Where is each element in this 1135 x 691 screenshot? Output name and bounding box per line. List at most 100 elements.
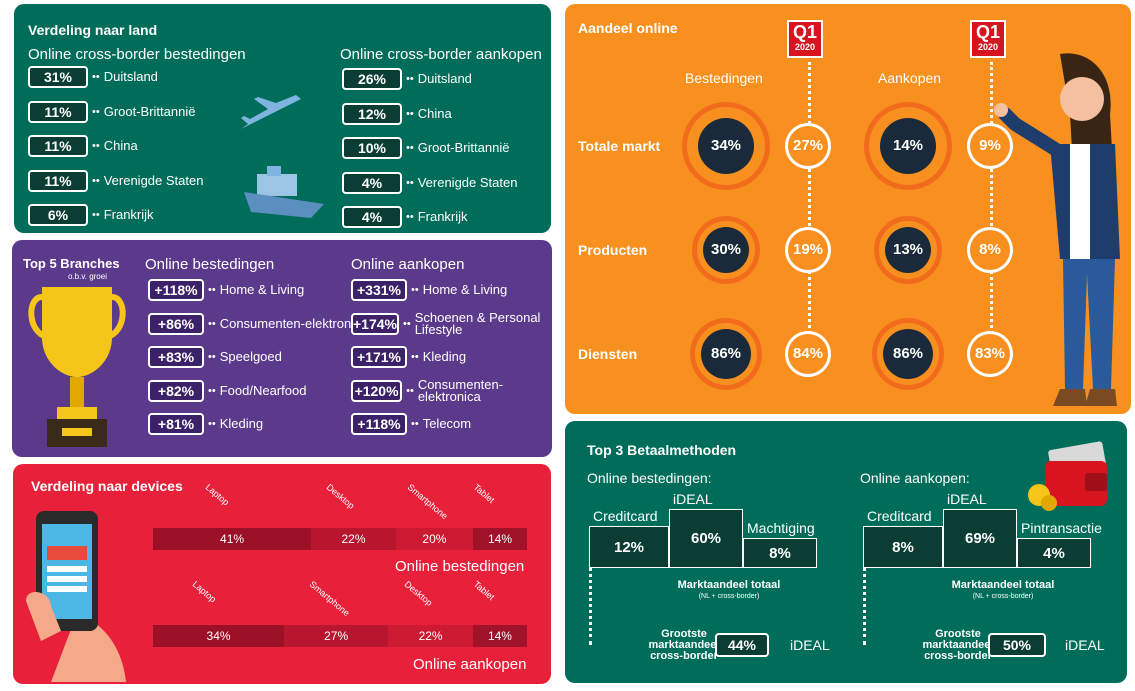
- bar-segment: 27%: [284, 625, 389, 647]
- list-item: +118% •• Home & Living: [148, 279, 304, 301]
- list-item: +120% •• Consumenten-elektronica: [351, 378, 552, 403]
- market-total-right: Marktaandeel totaal: [951, 579, 1055, 591]
- payment-method-label: iDEAL: [673, 491, 713, 507]
- circle-value: 86%: [892, 345, 924, 362]
- dots-connector: ••: [208, 284, 216, 296]
- bar-segment: 14%: [472, 625, 527, 647]
- land-left-header: Online cross-border bestedingen: [28, 46, 246, 63]
- market-total-left: Marktaandeel totaal: [677, 579, 781, 591]
- pay-left-header: Online bestedingen:: [587, 470, 712, 486]
- largest-right-method: iDEAL: [1065, 637, 1105, 653]
- bar-segment: 14%: [473, 528, 527, 550]
- percent-badge: +171%: [351, 346, 407, 368]
- dots-connector: ••: [406, 107, 414, 120]
- device-label: Tablet: [471, 482, 497, 506]
- list-item: +82% •• Food/Nearfood: [148, 379, 306, 402]
- dots-connector: ••: [92, 174, 100, 187]
- q1-fill: [788, 126, 828, 166]
- percent-badge: +83%: [148, 346, 204, 368]
- percent-badge: 31%: [28, 66, 88, 88]
- item-label: Speelgoed: [219, 349, 282, 364]
- percent-badge: +81%: [148, 413, 204, 435]
- list-item: 6% •• Frankrijk: [28, 204, 154, 226]
- list-item: 12% •• China: [342, 102, 452, 125]
- percent-badge: +118%: [351, 413, 407, 435]
- percent-badge: +331%: [351, 279, 407, 301]
- payment-method-label: iDEAL: [947, 491, 987, 507]
- q1-divider-bestedingen: [808, 62, 811, 352]
- bar-segment: 22%: [311, 528, 396, 550]
- q1-text: Q1: [975, 22, 1000, 42]
- stacked-bar: 34% 27% 22% 14%: [153, 625, 527, 647]
- item-label: China: [103, 138, 138, 153]
- q1-badge-bestedingen: Q1 2020: [787, 20, 823, 58]
- percent-badge: 6%: [28, 204, 88, 226]
- online-panel: Aandeel online Q1 2020 Q1 2020 Besteding…: [565, 4, 1131, 414]
- bar-segment: 22%: [388, 625, 473, 647]
- device-label: Desktop: [402, 579, 434, 608]
- payment-bar: 12%: [589, 526, 669, 568]
- q1-fill: [970, 230, 1010, 270]
- bar-segment: 34%: [153, 625, 285, 647]
- land-panel: Verdeling naar land Online cross-border …: [14, 4, 551, 233]
- circle-value: 34%: [710, 137, 742, 154]
- device-label: Laptop: [190, 579, 218, 605]
- q1-fill: [788, 334, 828, 374]
- device-label: Tablet: [471, 579, 497, 603]
- land-title: Verdeling naar land: [28, 22, 158, 38]
- payment-method-label: Pintransactie: [1021, 520, 1102, 536]
- online-title: Aandeel online: [578, 20, 678, 36]
- pay-right-header: Online aankopen:: [860, 470, 970, 486]
- item-label: Home & Living: [219, 282, 305, 297]
- list-item: 10% •• Groot-Brittannië: [342, 137, 509, 159]
- item-label: Home & Living: [422, 282, 508, 297]
- item-label: Frankrijk: [417, 209, 468, 224]
- payment-bar: 4%: [1017, 538, 1091, 568]
- list-item: +331% •• Home & Living: [351, 279, 507, 301]
- pay-left-dotline: [589, 567, 592, 645]
- circle-value: 19%: [792, 241, 824, 258]
- q1-fill: [970, 334, 1010, 374]
- q1-fill: [970, 126, 1010, 166]
- wallet-icon: [1028, 441, 1107, 511]
- pay-panel: Top 3 Betaalmethoden Online bestedingen:…: [565, 421, 1127, 683]
- percent-badge: +86%: [148, 312, 204, 335]
- item-label: Telecom: [422, 416, 472, 431]
- bar-segment: 20%: [395, 528, 473, 550]
- list-item: 4% •• Verenigde Staten: [342, 171, 517, 194]
- circle-value: 8%: [979, 241, 1001, 258]
- item-label: Groot-Brittannië: [417, 140, 510, 155]
- circle-value: 14%: [892, 137, 924, 154]
- circle-value: 27%: [792, 137, 824, 154]
- list-item: 4% •• Frankrijk: [342, 206, 468, 228]
- branches-left-header: Online bestedingen: [145, 256, 275, 273]
- pay-title: Top 3 Betaalmethoden: [587, 442, 737, 458]
- item-label: China: [417, 105, 452, 121]
- device-label: Smartphone: [406, 482, 451, 522]
- item-label: Schoenen & Personal Lifestyle: [414, 309, 541, 337]
- largest-left-value: 44%: [715, 633, 769, 657]
- circle-value: 86%: [710, 345, 742, 362]
- branches-subtitle: o.b.v. groei: [68, 272, 107, 281]
- percent-badge: 11%: [28, 135, 88, 157]
- item-label: Verenigde Staten: [103, 172, 204, 188]
- dots-connector: ••: [411, 351, 419, 363]
- largest-left-method: iDEAL: [790, 637, 830, 653]
- list-item: 11% •• China: [28, 135, 138, 157]
- list-item: +86% •• Consumenten-elektronica: [148, 312, 368, 335]
- payment-bar: 8%: [743, 538, 817, 568]
- row-label: Producten: [578, 242, 648, 258]
- land-right-header: Online cross-border aankopen: [340, 46, 542, 63]
- dots-connector: ••: [406, 176, 414, 189]
- circle-value: 83%: [974, 345, 1006, 362]
- percent-badge: +82%: [148, 379, 204, 402]
- aankopen-caption: Online aankopen: [413, 656, 527, 673]
- circle-value: 84%: [792, 345, 824, 362]
- list-item: +83% •• Speelgoed: [148, 346, 282, 368]
- row-label: Totale markt: [578, 138, 661, 154]
- dots-connector: ••: [92, 105, 100, 118]
- woman-illustration: [994, 53, 1120, 406]
- dots-connector: ••: [406, 73, 414, 85]
- payment-method-label: Machtiging: [747, 520, 815, 536]
- percent-badge: 4%: [342, 171, 402, 194]
